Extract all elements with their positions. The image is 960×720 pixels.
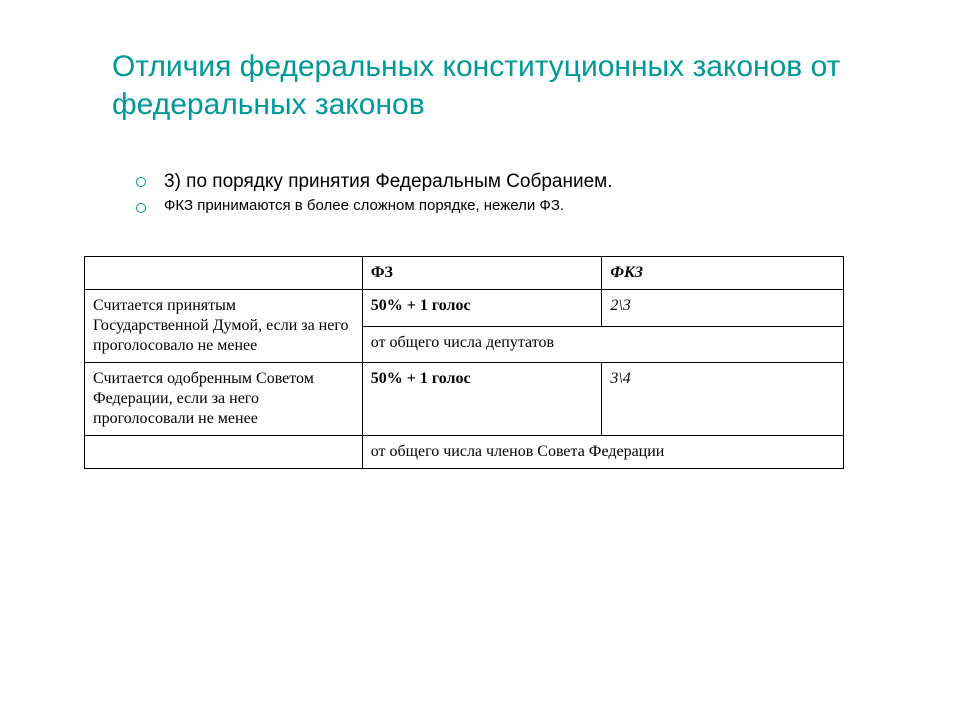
ring-bullet-icon — [136, 203, 146, 213]
value-cell-fkz: 2\3 — [602, 290, 844, 327]
comparison-table: ФЗ ФКЗ Считается принятым Государственно… — [84, 256, 844, 469]
header-cell-empty — [85, 257, 363, 290]
header-cell-fkz: ФКЗ — [602, 257, 844, 290]
table-row: Считается одобренным Советом Федерации, … — [85, 363, 844, 436]
bullet-list: 3) по порядку принятия Федеральным Собра… — [136, 171, 896, 214]
empty-cell — [85, 436, 363, 469]
bullet-text: 3) по порядку принятия Федеральным Собра… — [164, 171, 613, 193]
bullet-item-2: ФКЗ принимаются в более сложном порядке,… — [136, 197, 896, 214]
bullet-item-1: 3) по порядку принятия Федеральным Собра… — [136, 171, 896, 193]
table-header-row: ФЗ ФКЗ — [85, 257, 844, 290]
criteria-cell-duma: Считается принятым Государственной Думой… — [85, 290, 363, 363]
value-cell-fz: 50% + 1 голос — [362, 290, 602, 327]
criteria-cell-sovfed: Считается одобренным Советом Федерации, … — [85, 363, 363, 436]
bullet-text: ФКЗ принимаются в более сложном порядке,… — [164, 197, 564, 214]
slide-title: Отличия федеральных конституционных зако… — [112, 48, 896, 123]
ring-bullet-icon — [136, 177, 146, 187]
table-row: от общего числа членов Совета Федерации — [85, 436, 844, 469]
header-cell-fz: ФЗ — [362, 257, 602, 290]
value-cell-fz: 50% + 1 голос — [362, 363, 602, 436]
note-cell: от общего числа депутатов — [362, 326, 843, 363]
table-row: Считается принятым Государственной Думой… — [85, 290, 844, 327]
value-cell-fkz: 3\4 — [602, 363, 844, 436]
note-cell: от общего числа членов Совета Федерации — [362, 436, 843, 469]
